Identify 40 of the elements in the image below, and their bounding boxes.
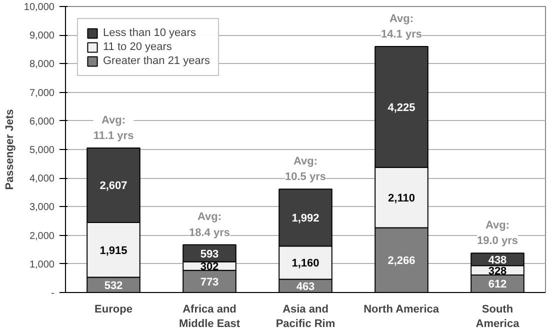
text: 438 — [488, 254, 507, 266]
annotation: Avg: 18.4 yrs — [189, 211, 230, 239]
text: 328 — [488, 265, 507, 278]
x-tick-label: Africa and Middle East — [178, 304, 240, 330]
legend-label: Greater than 21 years — [103, 55, 210, 67]
y-tick-label: 5,000 — [29, 145, 55, 156]
text: 2,110 — [388, 192, 415, 205]
legend-label: 11 to 20 years — [103, 41, 172, 53]
text: 773 — [200, 276, 219, 288]
y-tick-label: 9,000 — [29, 30, 55, 42]
y-tick-label: 7,000 — [29, 88, 55, 99]
x-tick-label: Europe — [94, 304, 132, 316]
text: 1,160 — [292, 258, 320, 270]
text: 302 — [200, 261, 219, 274]
annotation: Avg: 11.1 yrs — [93, 114, 134, 142]
x-tick-label: South America — [476, 304, 520, 330]
y-axis-title: Passenger Jets — [4, 109, 16, 190]
y-tick-label: 10,000 — [24, 2, 55, 13]
text: 612 — [488, 278, 507, 291]
text: 463 — [296, 280, 315, 293]
text: 532 — [104, 280, 123, 292]
text: 4,225 — [388, 102, 416, 114]
annotation: Avg: 10.5 yrs — [285, 156, 326, 184]
text: 1,992 — [292, 212, 320, 225]
text: 593 — [200, 248, 219, 260]
legend-label: Less than 10 years — [103, 27, 196, 39]
annotation: Avg: 14.1 yrs — [381, 12, 422, 41]
text: 1,915 — [100, 244, 128, 257]
y-tick-label: 8,000 — [29, 59, 55, 70]
x-tick-label: North America — [364, 304, 440, 316]
text: 2,266 — [388, 255, 416, 268]
y-tick-label: 3,000 — [29, 202, 55, 214]
y-tick-label: 6,000 — [29, 116, 55, 128]
y-tick-label: 4,000 — [29, 174, 55, 185]
annotation: Avg: 19.0 yrs — [477, 219, 518, 248]
y-tick-label: 1,000 — [29, 259, 55, 270]
x-tick-label: Asia and Pacific Rim — [276, 304, 336, 330]
text: 2,607 — [100, 180, 128, 192]
y-tick-label: 2,000 — [29, 230, 55, 242]
y-tick-label: - — [51, 288, 55, 299]
